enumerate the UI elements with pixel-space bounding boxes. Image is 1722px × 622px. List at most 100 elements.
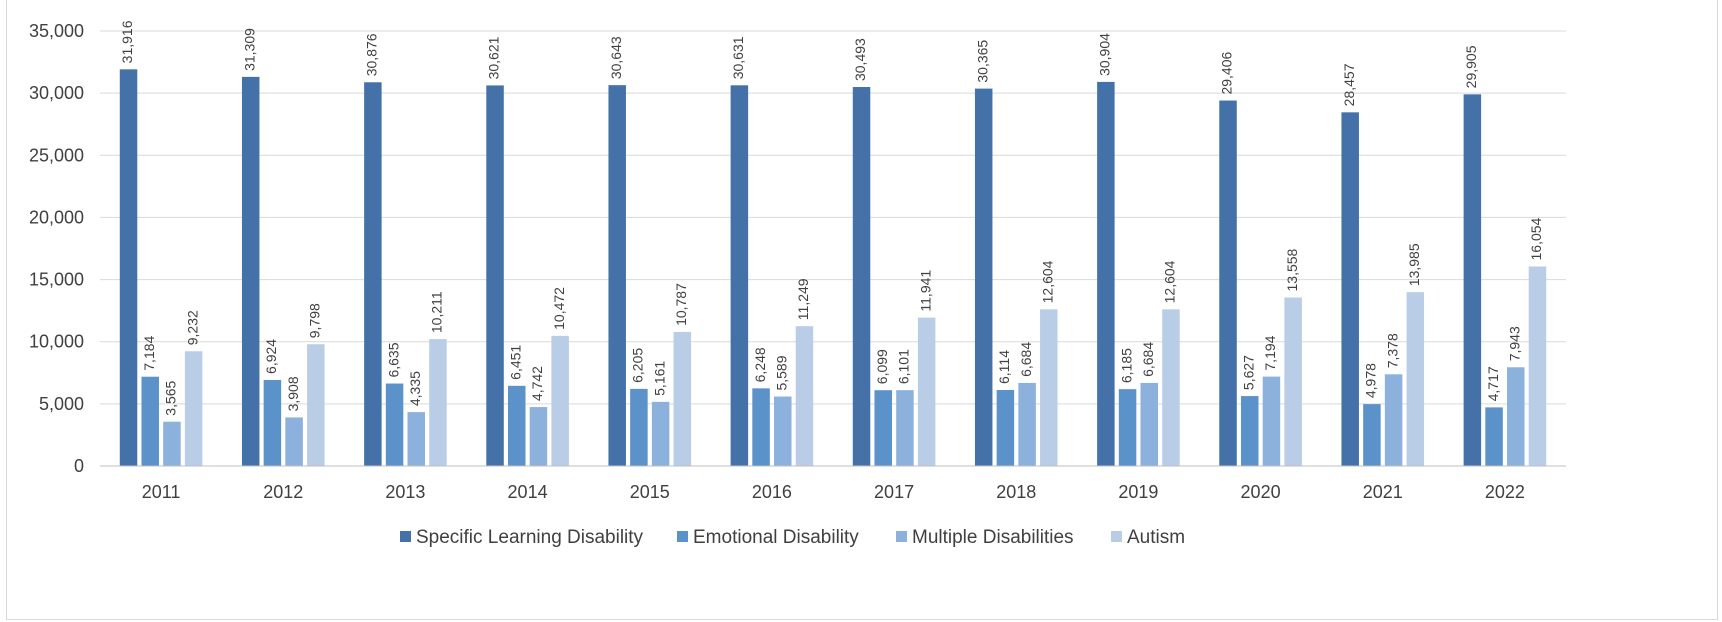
data-label: 11,941 bbox=[917, 270, 933, 312]
bar bbox=[429, 339, 447, 466]
bar bbox=[551, 335, 569, 466]
bar bbox=[285, 417, 303, 466]
bar bbox=[1140, 382, 1159, 466]
legend-entry: Emotional Disability bbox=[693, 527, 859, 548]
y-tick-label: 20,000 bbox=[29, 207, 84, 227]
legend-entry: Autism bbox=[1127, 527, 1185, 548]
bar bbox=[1384, 374, 1403, 466]
data-label: 4,742 bbox=[529, 366, 545, 401]
data-label: 4,978 bbox=[1363, 363, 1379, 398]
x-tick-label: 2014 bbox=[508, 482, 548, 502]
bar bbox=[1118, 389, 1137, 466]
y-tick-label: 10,000 bbox=[29, 332, 84, 352]
y-tick-label: 25,000 bbox=[29, 145, 84, 165]
bar bbox=[163, 421, 181, 466]
data-label: 6,185 bbox=[1118, 348, 1134, 383]
bar bbox=[608, 85, 626, 467]
bar bbox=[917, 317, 936, 466]
data-label: 31,916 bbox=[119, 20, 135, 63]
data-label: 12,604 bbox=[1162, 260, 1178, 303]
data-label: 6,114 bbox=[996, 350, 1012, 384]
bar bbox=[1240, 396, 1259, 466]
legend-swatch bbox=[1111, 531, 1122, 542]
bar bbox=[241, 76, 260, 467]
y-tick-label: 15,000 bbox=[29, 270, 84, 290]
data-label: 6,248 bbox=[752, 347, 768, 382]
x-tick-label: 2022 bbox=[1485, 482, 1525, 502]
bar bbox=[1284, 297, 1302, 466]
data-label: 9,798 bbox=[307, 303, 323, 338]
bar bbox=[974, 88, 993, 466]
data-label: 3,565 bbox=[163, 380, 179, 415]
bar bbox=[1262, 376, 1281, 466]
bar bbox=[364, 82, 382, 466]
bar bbox=[996, 390, 1015, 466]
bar bbox=[1406, 292, 1425, 466]
data-label: 30,493 bbox=[852, 38, 868, 81]
x-tick-label: 2020 bbox=[1241, 482, 1281, 502]
legend-swatch bbox=[677, 531, 688, 542]
bar bbox=[774, 396, 792, 466]
data-label: 10,472 bbox=[551, 287, 567, 330]
data-label: 6,924 bbox=[263, 339, 279, 374]
bar bbox=[1463, 94, 1482, 466]
data-label: 7,378 bbox=[1384, 333, 1400, 368]
data-label: 30,904 bbox=[1097, 33, 1113, 76]
data-label: 10,211 bbox=[429, 291, 445, 333]
bar bbox=[1341, 112, 1359, 467]
data-label: 30,621 bbox=[486, 36, 502, 79]
data-label: 10,787 bbox=[673, 283, 689, 326]
bar bbox=[141, 376, 159, 466]
data-label: 12,604 bbox=[1040, 260, 1056, 303]
bar bbox=[852, 87, 871, 467]
data-label: 11,249 bbox=[795, 278, 811, 320]
bar bbox=[795, 326, 814, 466]
data-label: 6,205 bbox=[630, 348, 646, 383]
data-label: 3,908 bbox=[285, 376, 301, 411]
data-label: 13,985 bbox=[1406, 243, 1422, 286]
data-label: 6,451 bbox=[507, 345, 523, 380]
x-tick-label: 2012 bbox=[263, 482, 303, 502]
data-label: 5,161 bbox=[651, 361, 667, 396]
bar bbox=[1528, 266, 1547, 466]
bar bbox=[486, 85, 504, 466]
x-tick-label: 2015 bbox=[630, 482, 670, 502]
x-tick-label: 2021 bbox=[1363, 482, 1403, 502]
bar bbox=[1507, 367, 1525, 466]
bar bbox=[529, 407, 548, 466]
data-label: 29,905 bbox=[1463, 45, 1479, 88]
chart-frame bbox=[6, 0, 1718, 620]
data-label: 5,627 bbox=[1240, 355, 1256, 390]
bar bbox=[896, 390, 914, 466]
data-label: 4,717 bbox=[1485, 366, 1501, 401]
x-tick-label: 2013 bbox=[385, 482, 425, 502]
bar bbox=[651, 401, 670, 466]
bar bbox=[263, 379, 282, 466]
bar bbox=[1485, 407, 1503, 466]
data-label: 28,457 bbox=[1341, 63, 1357, 106]
legend-entry: Specific Learning Disability bbox=[416, 527, 644, 548]
data-label: 13,558 bbox=[1284, 248, 1300, 291]
legend-swatch bbox=[896, 531, 907, 542]
data-label: 6,635 bbox=[385, 342, 401, 377]
x-tick-label: 2018 bbox=[996, 482, 1036, 502]
bar bbox=[1018, 382, 1036, 466]
x-tick-label: 2016 bbox=[752, 482, 792, 502]
data-label: 7,943 bbox=[1506, 326, 1522, 361]
bar bbox=[1219, 100, 1237, 467]
data-label: 30,631 bbox=[730, 36, 746, 79]
legend-swatch bbox=[400, 531, 411, 542]
bar bbox=[119, 69, 138, 466]
data-label: 31,309 bbox=[241, 28, 257, 71]
bar bbox=[630, 388, 648, 466]
data-label: 5,589 bbox=[773, 355, 789, 390]
x-tick-label: 2019 bbox=[1118, 482, 1158, 502]
data-label: 6,101 bbox=[896, 349, 912, 384]
y-tick-label: 5,000 bbox=[39, 394, 84, 414]
bar bbox=[752, 388, 770, 466]
data-label: 7,194 bbox=[1262, 335, 1278, 370]
bar bbox=[1097, 81, 1115, 467]
bar bbox=[1363, 404, 1381, 466]
data-label: 29,406 bbox=[1219, 51, 1235, 94]
